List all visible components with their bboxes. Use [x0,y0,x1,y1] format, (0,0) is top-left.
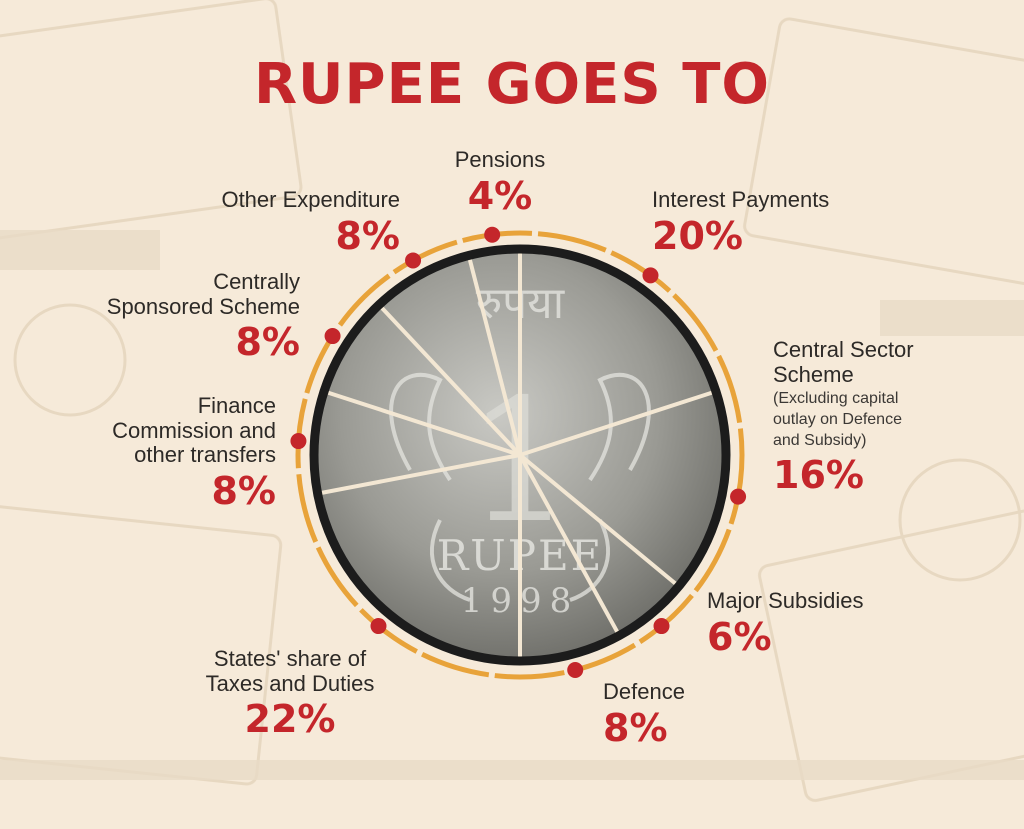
slice-divider-central-sector-scheme [519,389,717,457]
label-interest-name: Interest Payments [652,187,830,212]
slice-marker-central-sector-scheme [730,488,747,505]
label-other-name: Other Expenditure [221,187,400,212]
label-pensions: Pensions 4% [425,147,575,218]
label-central-sector-note-3: and Subsidy) [773,431,867,449]
label-central-sector-scheme: Central Sector Scheme (Excluding capital… [773,337,1003,497]
label-other-pct: 8% [335,213,400,258]
label-finance-pct: 8% [211,468,276,513]
label-interest-pct: 20% [652,213,743,258]
label-subsidies-name: Major Subsidies [707,588,864,613]
slice-divider-finance-commission-and-other-transfers [317,453,521,496]
coin-embossing [389,373,651,602]
slice-divider-defence [518,454,621,637]
slice-marker-other-expenditure [405,252,422,269]
label-subsidies-pct: 6% [707,614,772,659]
label-centrally-pct: 8% [235,320,300,365]
slice-divider-other-expenditure [377,303,522,457]
label-central-sector-pct: 16% [773,452,864,497]
label-states-pct: 22% [244,697,336,742]
label-defence-name: Defence [603,679,685,704]
label-centrally-name-2: Sponsored Scheme [106,293,300,319]
label-defence: Defence 8% [603,679,743,750]
label-states-name-2: Taxes and Duties [205,670,375,696]
label-central-sector-note-2: outlay on Defence [773,411,902,429]
page-title: RUPEE GOES TO [253,52,771,117]
label-states-share: States' share of Taxes and Duties 22% [160,646,420,742]
label-defence-pct: 8% [603,705,668,750]
label-pensions-pct: 4% [467,173,533,218]
label-finance-name-2: Commission and [112,417,276,443]
label-interest-payments: Interest Payments 20% [652,187,912,258]
label-central-sector-name-2: Scheme [773,361,854,387]
label-pensions-name: Pensions [454,147,546,172]
label-major-subsidies: Major Subsidies 6% [707,588,937,659]
slice-marker-defence [567,662,584,679]
slice-marker-major-subsidies [653,618,670,635]
slice-marker-finance-commission-and-other-transfers [290,433,307,450]
coin-year: 1998 [461,581,580,621]
label-states-name-1: States' share of [213,646,367,671]
label-centrally-name-1: Centrally [213,269,300,294]
slice-divider-centrally-sponsored-scheme [323,389,521,457]
coin-border [309,244,731,666]
slice-divider-pensions [466,254,522,456]
label-finance-name-3: other transfers [134,442,276,468]
slice-divider-major-subsidies [518,453,681,588]
slice-marker-interest-payments [642,267,659,284]
label-finance-name-1: Finance [197,393,276,418]
outer-ring [295,230,745,680]
slice-marker-states-share-of-taxes-and-duties [370,618,387,635]
label-finance-commission: Finance Commission and other transfers 8… [40,393,276,513]
label-other-expenditure: Other Expenditure 8% [140,187,400,258]
slice-marker-centrally-sponsored-scheme [324,328,341,345]
label-central-sector-note-1: (Excluding capital [773,390,899,408]
slice-marker-pensions [484,226,501,243]
label-centrally-sponsored: Centrally Sponsored Scheme 8% [40,269,300,365]
label-central-sector-name-1: Central Sector [773,337,914,362]
